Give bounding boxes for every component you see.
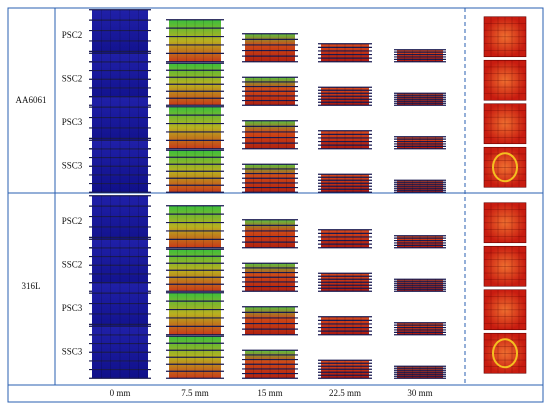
deformation-image xyxy=(394,49,446,63)
deformation-image xyxy=(318,229,372,249)
deformation-image xyxy=(89,325,151,379)
row-label: PSC2 xyxy=(62,30,83,40)
group-label: 316L xyxy=(22,281,41,291)
row-label: SSC2 xyxy=(62,259,83,269)
section-image xyxy=(483,146,527,188)
row-label: SSC2 xyxy=(62,73,83,83)
buckle xyxy=(492,152,518,183)
deformation-image xyxy=(242,262,298,292)
column-label: 0 mm xyxy=(110,388,131,398)
deformation-image xyxy=(394,136,446,150)
row-label: PSC2 xyxy=(62,216,83,226)
buckle xyxy=(492,338,518,369)
specimen xyxy=(169,205,221,248)
specimen xyxy=(321,316,369,335)
specimen xyxy=(245,219,295,248)
deformation-image xyxy=(166,19,224,63)
column-label: 30 mm xyxy=(407,388,432,398)
deformation-image xyxy=(242,76,298,106)
deformation-image xyxy=(394,278,446,292)
section-image xyxy=(483,202,527,244)
deformation-image xyxy=(166,292,224,336)
deformation-image xyxy=(242,306,298,336)
specimen xyxy=(321,43,369,62)
specimen xyxy=(169,19,221,62)
specimen xyxy=(321,229,369,248)
outer-border xyxy=(7,7,544,403)
section-image xyxy=(483,16,527,58)
deformation-image xyxy=(166,106,224,150)
column-label: 7.5 mm xyxy=(181,388,209,398)
section-image xyxy=(483,103,527,145)
deformation-image xyxy=(318,130,372,150)
deformation-image xyxy=(318,173,372,193)
column-label: 15 mm xyxy=(257,388,282,398)
group-label: AA6061 xyxy=(16,95,47,105)
deformation-image xyxy=(166,62,224,106)
deformation-image xyxy=(394,235,446,249)
deformation-image xyxy=(318,316,372,336)
deformation-image xyxy=(394,92,446,106)
deformation-image xyxy=(394,365,446,379)
deformation-image xyxy=(166,335,224,379)
specimen xyxy=(245,306,295,335)
deformation-image xyxy=(242,219,298,249)
row-label: SSC3 xyxy=(62,160,83,170)
specimen xyxy=(169,106,221,149)
deformation-image xyxy=(89,139,151,193)
deformation-image xyxy=(318,272,372,292)
row-label: SSC3 xyxy=(62,346,83,356)
row-label: PSC3 xyxy=(62,117,83,127)
deformation-image xyxy=(166,149,224,193)
deformation-image xyxy=(318,43,372,63)
section-image xyxy=(483,59,527,101)
specimen xyxy=(321,130,369,149)
specimen xyxy=(245,120,295,149)
section-image xyxy=(483,332,527,374)
column-label: 22.5 mm xyxy=(329,388,361,398)
deformation-image xyxy=(318,86,372,106)
deformation-image xyxy=(166,248,224,292)
deformation-image xyxy=(394,322,446,336)
deformation-image xyxy=(242,33,298,63)
row-label: PSC3 xyxy=(62,303,83,313)
panels xyxy=(89,9,527,379)
deformation-image xyxy=(318,359,372,379)
section-image xyxy=(483,245,527,287)
deformation-image xyxy=(394,179,446,193)
specimen xyxy=(169,292,221,335)
deformation-image xyxy=(242,349,298,379)
specimen xyxy=(245,33,295,62)
deformation-image xyxy=(166,205,224,249)
deformation-image xyxy=(242,120,298,150)
deformation-image xyxy=(242,163,298,193)
section-image xyxy=(483,289,527,331)
